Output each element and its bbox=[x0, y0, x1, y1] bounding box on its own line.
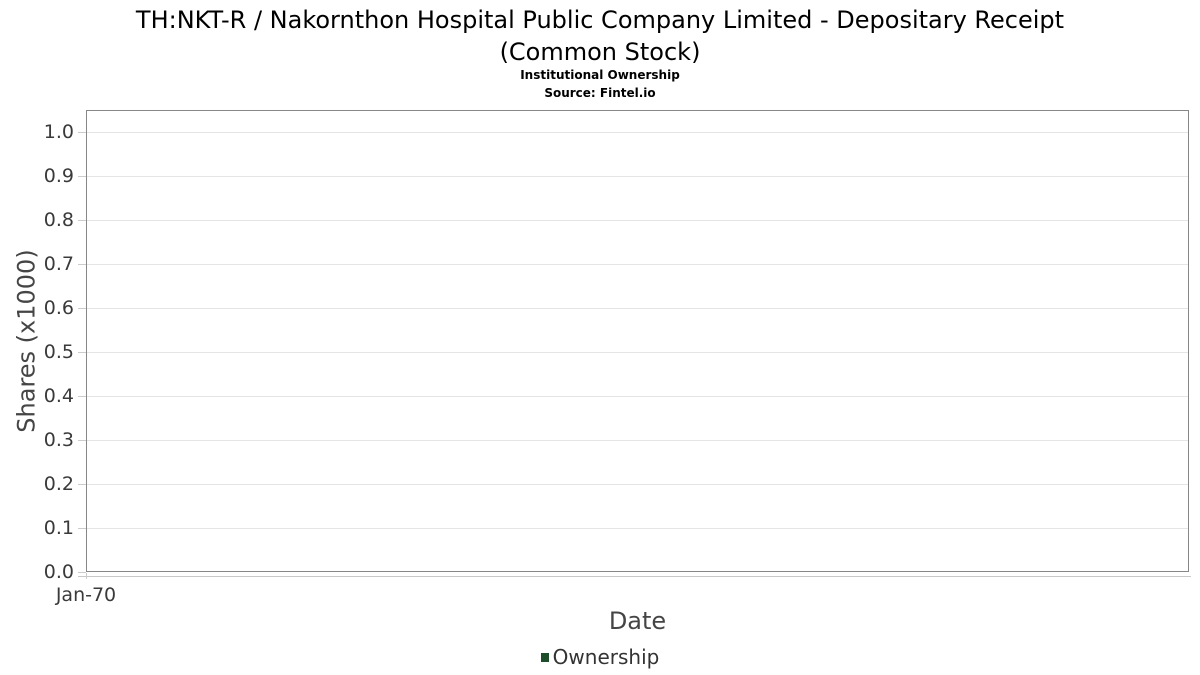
y-tick-label: 0.6 bbox=[43, 297, 74, 319]
y-gridline bbox=[87, 396, 1188, 397]
legend-marker-square bbox=[540, 652, 549, 662]
legend: Ownership bbox=[0, 645, 1200, 669]
y-gridline bbox=[87, 264, 1188, 265]
y-tick-label: 0.7 bbox=[43, 253, 74, 275]
y-gridline bbox=[87, 220, 1188, 221]
y-tick-label: 0.2 bbox=[43, 473, 74, 495]
y-gridline bbox=[87, 132, 1188, 133]
y-tick-mark bbox=[78, 572, 86, 573]
y-tick-mark bbox=[78, 484, 86, 485]
y-tick-mark bbox=[78, 440, 86, 441]
y-tick-mark bbox=[78, 308, 86, 309]
chart-source: Source: Fintel.io bbox=[544, 86, 656, 100]
plot-area bbox=[86, 110, 1189, 572]
y-tick-mark bbox=[78, 264, 86, 265]
x-tick-label: Jan-70 bbox=[55, 584, 117, 606]
y-tick-label: 0.8 bbox=[43, 209, 74, 231]
y-tick-label: 0.5 bbox=[43, 341, 74, 363]
y-tick-label: 0.1 bbox=[43, 517, 74, 539]
x-axis-line bbox=[78, 576, 1191, 577]
x-axis-title: Date bbox=[608, 607, 667, 635]
y-tick-mark bbox=[78, 220, 86, 221]
y-gridline bbox=[87, 484, 1188, 485]
y-tick-mark bbox=[78, 176, 86, 177]
x-tick-mark bbox=[86, 573, 87, 579]
y-tick-label: 0.0 bbox=[43, 561, 74, 583]
y-tick-label: 0.9 bbox=[43, 165, 74, 187]
legend-label: Ownership bbox=[552, 645, 660, 669]
legend-item-ownership[interactable]: Ownership bbox=[540, 645, 660, 669]
chart-title-line1: TH:NKT-R / Nakornthon Hospital Public Co… bbox=[135, 6, 1065, 34]
y-tick-label: 0.3 bbox=[43, 429, 74, 451]
y-gridline bbox=[87, 352, 1188, 353]
y-gridline bbox=[87, 528, 1188, 529]
y-tick-mark bbox=[78, 396, 86, 397]
y-tick-label: 0.4 bbox=[43, 385, 74, 407]
chart-title: TH:NKT-R / Nakornthon Hospital Public Co… bbox=[0, 4, 1200, 68]
chart-subtitle: Institutional Ownership bbox=[520, 68, 680, 82]
y-tick-mark bbox=[78, 352, 86, 353]
y-tick-label: 1.0 bbox=[43, 121, 74, 143]
y-gridline bbox=[87, 308, 1188, 309]
chart-title-line2: (Common Stock) bbox=[499, 38, 701, 66]
y-tick-mark bbox=[78, 132, 86, 133]
y-tick-mark bbox=[78, 528, 86, 529]
y-gridline bbox=[87, 176, 1188, 177]
y-gridline bbox=[87, 440, 1188, 441]
